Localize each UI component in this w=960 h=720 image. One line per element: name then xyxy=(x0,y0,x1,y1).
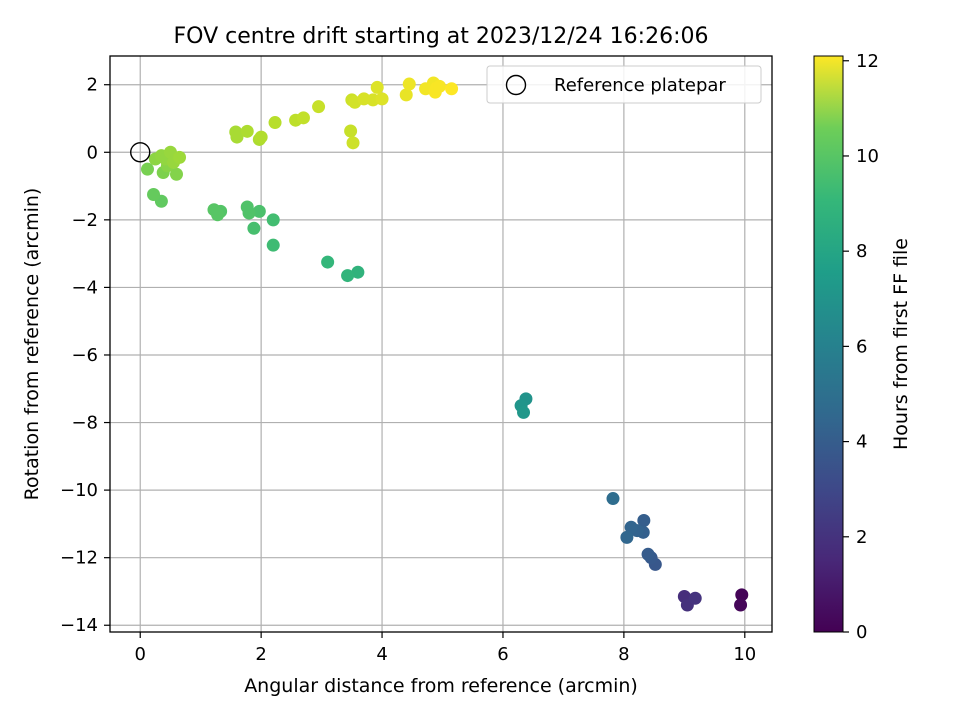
data-point xyxy=(375,92,389,106)
data-point xyxy=(240,200,254,214)
data-point xyxy=(254,130,268,144)
grid xyxy=(110,56,772,632)
data-point xyxy=(432,79,446,93)
data-point xyxy=(247,221,261,235)
y-tick-label: −10 xyxy=(60,480,98,501)
data-point xyxy=(445,82,459,96)
x-tick-label: 8 xyxy=(618,644,629,665)
data-point xyxy=(240,124,254,138)
legend-marker xyxy=(505,74,527,96)
data-point xyxy=(341,269,355,283)
y-tick-label: 0 xyxy=(87,142,98,163)
x-tick-label: 0 xyxy=(135,644,146,665)
y-tick-label: −14 xyxy=(60,615,98,636)
data-point xyxy=(735,588,749,602)
x-axis-label: Angular distance from reference (arcmin) xyxy=(244,675,638,697)
chart-title: FOV centre drift starting at 2023/12/24 … xyxy=(174,24,709,49)
data-point xyxy=(517,405,531,419)
data-point xyxy=(688,591,702,605)
colorbar-tick-label: 8 xyxy=(856,241,867,262)
data-point xyxy=(620,530,634,544)
colorbar-label: Hours from first FF file xyxy=(890,238,912,450)
y-tick-label: 2 xyxy=(87,75,98,96)
data-point xyxy=(321,255,335,269)
data-point xyxy=(207,203,221,217)
x-tick-label: 2 xyxy=(255,644,266,665)
data-point xyxy=(173,150,187,164)
colorbar-tick-label: 0 xyxy=(856,622,867,643)
data-point xyxy=(641,547,655,561)
reference-point xyxy=(130,142,151,163)
y-tick-label: −2 xyxy=(71,210,98,231)
colorbar-tick-label: 2 xyxy=(856,527,867,548)
colorbar-tick-label: 4 xyxy=(856,432,867,453)
data-point xyxy=(370,80,384,94)
y-tick-label: −8 xyxy=(71,413,98,434)
x-axis-ticks: 0 2 4 6 8 10 xyxy=(135,632,756,665)
y-axis-ticks: 2 0 −2 −4 −6 −8 −10 −12 −14 xyxy=(60,75,110,636)
data-point xyxy=(606,492,620,506)
reference-platepar-marker xyxy=(130,142,151,163)
colorbar-tick-label: 12 xyxy=(856,51,879,72)
colorbar-ticks: 0 2 4 6 8 10 12 xyxy=(843,51,879,643)
data-point xyxy=(734,598,748,612)
data-point xyxy=(296,111,310,125)
y-tick-label: −12 xyxy=(60,548,98,569)
y-axis-label: Rotation from reference (arcmin) xyxy=(21,188,43,501)
data-point xyxy=(351,265,365,279)
data-point xyxy=(147,188,161,202)
data-point xyxy=(624,520,638,534)
data-point xyxy=(344,124,358,138)
data-point xyxy=(637,514,651,528)
data-points xyxy=(140,76,749,612)
colorbar xyxy=(813,55,844,633)
data-point xyxy=(268,116,282,130)
legend-box xyxy=(486,65,762,104)
data-point xyxy=(170,167,184,181)
data-point xyxy=(266,238,280,252)
colorbar-tick-label: 10 xyxy=(856,146,879,167)
data-point xyxy=(230,130,244,144)
data-point xyxy=(140,162,154,176)
x-tick-label: 10 xyxy=(733,644,756,665)
data-point xyxy=(399,88,413,102)
data-point xyxy=(346,136,360,150)
y-tick-label: −4 xyxy=(71,277,98,298)
y-tick-label: −6 xyxy=(71,345,98,366)
legend: Reference platepar xyxy=(486,65,762,104)
legend-label: Reference platepar xyxy=(554,75,726,96)
data-point xyxy=(252,204,266,218)
x-tick-label: 4 xyxy=(376,644,387,665)
colorbar-tick-label: 6 xyxy=(856,336,867,357)
plot-frame xyxy=(109,55,773,633)
data-point xyxy=(312,100,326,114)
x-tick-label: 6 xyxy=(497,644,508,665)
data-point xyxy=(266,213,280,227)
data-point xyxy=(402,77,416,91)
